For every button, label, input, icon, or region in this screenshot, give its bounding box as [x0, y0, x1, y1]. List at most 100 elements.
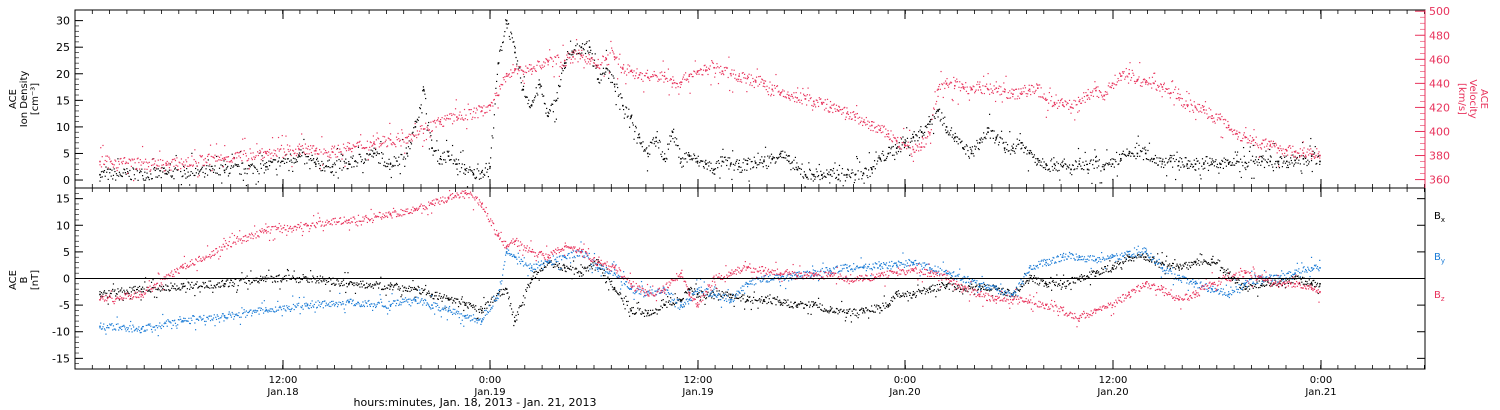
bx-series-sample [666, 306, 668, 308]
velocity-series-point [920, 146, 923, 148]
ion-density-series-sample [1222, 160, 1224, 163]
velocity-series-sample [1157, 86, 1160, 88]
bx-series-sample [894, 292, 897, 294]
velocity-series-sample [215, 160, 217, 162]
bx-series-sample [596, 264, 599, 266]
bx-series-sample [779, 304, 782, 306]
bx-series-point [613, 288, 616, 290]
bx-series-sample [189, 288, 191, 290]
bx-series-sample [362, 280, 364, 282]
velocity-series-point [746, 77, 749, 80]
velocity-series-sample [184, 164, 186, 166]
ion-density-series-sample [1094, 149, 1096, 151]
bx-series-sample [178, 287, 180, 289]
velocity-series-sample [847, 111, 849, 113]
ion-density-series-sample [1288, 161, 1290, 163]
velocity-series-sample [1090, 94, 1092, 97]
bx-series-sample [123, 289, 125, 291]
ion-density-series-sample [864, 167, 866, 170]
velocity-series-sample [437, 117, 439, 119]
ion-density-series-sample [410, 143, 413, 145]
ion-density-series-point [763, 160, 765, 163]
ion-density-series-sample [844, 174, 846, 176]
ion-density-series-sample [783, 157, 785, 159]
ion-density-series-sample [445, 139, 448, 142]
velocity-series-sample [561, 64, 563, 66]
ion-density-series-sample [1313, 153, 1315, 155]
ion-density-series-sample [451, 144, 454, 147]
ion-density-series-sample [518, 66, 520, 68]
ion-density-series-sample [475, 176, 478, 178]
bx-series-sample [493, 299, 495, 301]
bx-series-sample [776, 298, 778, 300]
velocity-series-sample [402, 139, 404, 141]
velocity-series-sample [670, 78, 672, 80]
velocity-series-sample [815, 99, 817, 101]
ion-density-series-sample [1055, 169, 1057, 171]
velocity-series-sample [732, 91, 734, 93]
ion-density-series-sample [412, 131, 414, 133]
ion-density-series-sample [950, 127, 953, 129]
ion-density-series-sample [609, 71, 611, 73]
ion-density-series-sample [345, 162, 348, 164]
bx-series-sample [969, 288, 971, 290]
ion-density-series-sample [242, 162, 244, 164]
velocity-series-sample [623, 64, 625, 66]
velocity-series-sample [372, 144, 374, 146]
velocity-series-sample [657, 80, 659, 82]
bx-series-sample [174, 288, 177, 290]
ion-density-series-sample [1253, 177, 1255, 179]
velocity-series-sample [687, 81, 690, 83]
bx-series-sample [1160, 262, 1162, 265]
ion-density-series-point [788, 160, 790, 163]
bx-series-sample [1103, 271, 1105, 274]
ion-density-series-sample [584, 43, 586, 46]
bx-series-sample [671, 304, 673, 306]
ion-density-series-sample [1074, 160, 1077, 162]
velocity-series-sample [864, 122, 866, 124]
velocity-series-sample [543, 65, 546, 67]
bx-series-sample [1158, 266, 1160, 268]
ion-density-series-sample [1311, 170, 1313, 173]
bx-series-point [1310, 283, 1313, 285]
velocity-series-sample [532, 67, 534, 69]
velocity-series-sample [985, 85, 987, 88]
velocity-series-sample [442, 125, 445, 127]
ion-density-series-sample [1108, 162, 1110, 164]
velocity-series-sample [374, 143, 376, 146]
ion-density-series-sample [983, 132, 985, 134]
velocity-series-sample [758, 76, 760, 78]
velocity-series-sample [502, 84, 504, 86]
ion-density-series-sample [1202, 168, 1204, 170]
bx-series-sample [813, 303, 815, 305]
velocity-series-sample [669, 79, 671, 81]
bx-series-sample [572, 260, 575, 262]
velocity-series-sample [560, 61, 562, 63]
velocity-series-sample [159, 159, 162, 161]
velocity-series-sample [578, 52, 581, 54]
bx-series-sample [109, 292, 112, 294]
bx-series-sample [1021, 285, 1023, 288]
bx-series-sample [1060, 288, 1062, 290]
bx-series-sample [659, 309, 661, 311]
velocity-series-sample [672, 76, 674, 78]
ion-density-series-sample [762, 166, 764, 168]
ion-density-series-sample [776, 156, 778, 159]
velocity-series-sample [473, 107, 475, 109]
bx-series-sample [1102, 268, 1104, 271]
ion-density-series-sample [1248, 150, 1251, 152]
velocity-series-sample [961, 83, 963, 85]
bx-series-sample [603, 269, 605, 271]
velocity-series-sample [767, 94, 770, 96]
velocity-series-sample [497, 107, 499, 109]
bx-series-sample [165, 289, 168, 291]
bx-series-sample [457, 298, 459, 300]
velocity-series-sample [570, 58, 572, 60]
bx-series-sample [720, 295, 723, 297]
ion-density-series-sample [1275, 160, 1277, 163]
bx-series-sample [651, 313, 653, 315]
bx-series-sample [639, 307, 641, 310]
bx-series-sample [564, 270, 566, 272]
bx-series-sample [260, 279, 262, 282]
velocity-series-sample [1221, 115, 1223, 118]
